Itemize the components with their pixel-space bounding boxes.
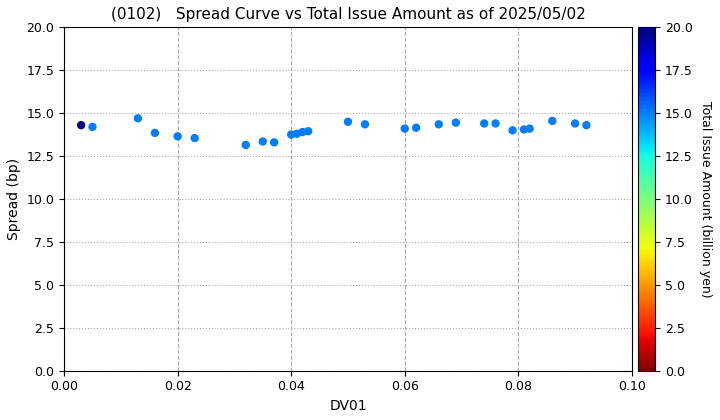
Y-axis label: Total Issue Amount (billion yen): Total Issue Amount (billion yen) xyxy=(699,101,712,297)
Point xyxy=(297,129,308,135)
Point xyxy=(490,120,501,127)
Point xyxy=(172,133,184,140)
Point xyxy=(269,139,280,146)
Point xyxy=(132,115,144,122)
Point xyxy=(570,120,581,127)
Point xyxy=(291,130,302,137)
Title: (0102)   Spread Curve vs Total Issue Amount as of 2025/05/02: (0102) Spread Curve vs Total Issue Amoun… xyxy=(111,7,585,22)
Point xyxy=(189,135,200,142)
X-axis label: DV01: DV01 xyxy=(329,399,366,413)
Point xyxy=(518,126,530,133)
Point xyxy=(149,129,161,136)
Point xyxy=(359,121,371,128)
Point xyxy=(580,122,592,129)
Point xyxy=(86,123,98,130)
Point xyxy=(302,128,314,134)
Point xyxy=(342,118,354,125)
Point xyxy=(524,125,536,132)
Point xyxy=(546,118,558,124)
Point xyxy=(479,120,490,127)
Point xyxy=(285,131,297,138)
Point xyxy=(450,119,462,126)
Point xyxy=(433,121,444,128)
Point xyxy=(507,127,518,134)
Y-axis label: Spread (bp): Spread (bp) xyxy=(7,158,21,240)
Point xyxy=(257,138,269,145)
Point xyxy=(240,142,251,148)
Point xyxy=(410,124,422,131)
Point xyxy=(76,122,87,129)
Point xyxy=(399,125,410,132)
